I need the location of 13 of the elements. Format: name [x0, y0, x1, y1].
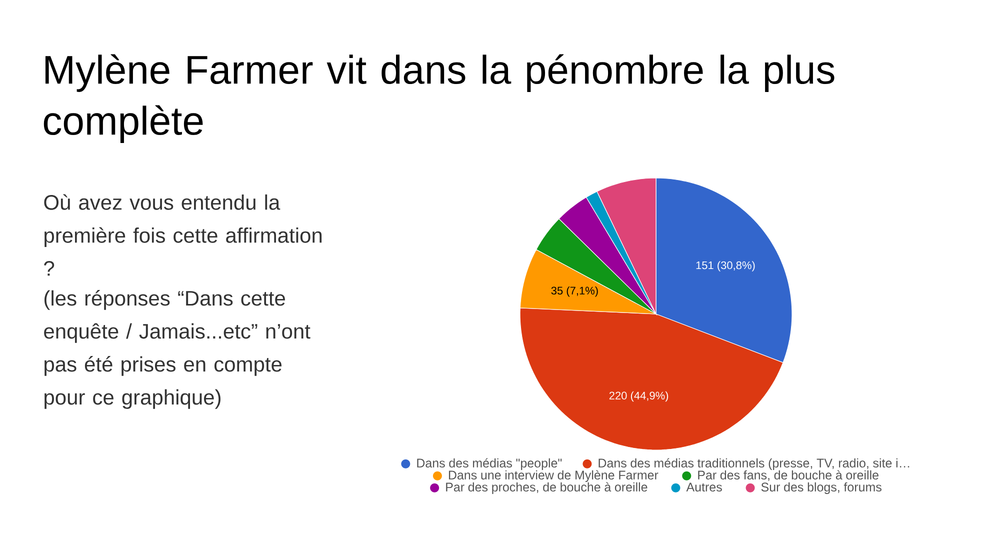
chart-title: Mylène Farmer vit dans la pénombre la plus complète — [44, 54, 834, 143]
data-label: 35 (7,1%) — [551, 286, 598, 297]
legend-label: Par des fans, de bouche à oreille — [698, 470, 878, 482]
data-label: 220 (44,9%) — [609, 391, 668, 402]
legend-label: Autres — [686, 482, 722, 492]
legend-label: Sur des blogs, forums — [761, 482, 882, 494]
legend-label: Dans une interview de Mylène Farmer — [448, 470, 658, 482]
data-label: 151 (30,8%) — [696, 261, 755, 272]
text: Où avez vous entendu la première fois cette affirmation ? — [44, 194, 322, 276]
legend-label: Par des proches, de bouche à oreille — [446, 482, 648, 494]
legend-label: Dans des médias traditionnels (presse, TV, radio, site i… — [598, 458, 910, 470]
text: (les réponses “Dans cette enquête / Jamais...etc” n’ont pas été prises en compte pour ce graphique) — [44, 290, 310, 409]
legend-label: Dans des médias "people" — [417, 458, 562, 470]
